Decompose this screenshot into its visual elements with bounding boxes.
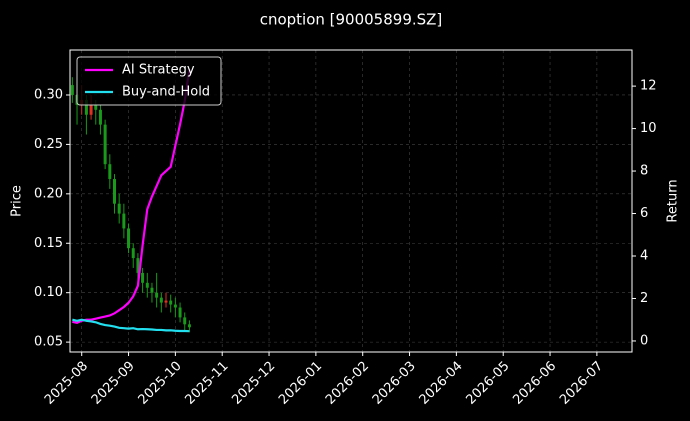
y2-tick-label: 12 xyxy=(640,79,657,94)
candle-body xyxy=(89,104,93,115)
chart-title: cnoption [90005899.SZ] xyxy=(260,11,443,29)
y-tick-label: 0.30 xyxy=(34,87,63,102)
candle-body xyxy=(159,297,163,303)
candle-body xyxy=(127,228,131,249)
y2-axis-label: Return xyxy=(666,179,681,222)
y-tick-label: 0.05 xyxy=(34,335,63,350)
candle-body xyxy=(108,164,112,180)
legend-label: Buy-and-Hold xyxy=(122,85,210,100)
candle-body xyxy=(150,287,154,293)
y2-tick-label: 2 xyxy=(640,291,648,306)
candle-body xyxy=(187,324,191,328)
y-tick-label: 0.25 xyxy=(34,137,63,152)
candle-body xyxy=(178,307,182,318)
candle-body xyxy=(136,258,140,273)
y2-tick-label: 8 xyxy=(640,164,648,179)
y2-tick-label: 4 xyxy=(640,249,648,264)
y-tick-label: 0.20 xyxy=(34,186,63,201)
candle-body xyxy=(112,179,116,204)
plot-area xyxy=(70,68,191,333)
candle-body xyxy=(183,317,187,325)
candle-body xyxy=(70,85,74,95)
candle-body xyxy=(141,272,145,283)
candle-body xyxy=(145,282,149,288)
plot-frame xyxy=(69,49,633,353)
candle-body xyxy=(164,300,168,303)
y-axis-label: Price xyxy=(10,185,25,217)
candle-body xyxy=(173,304,177,308)
y-tick-label: 0.15 xyxy=(34,236,63,251)
candle-body xyxy=(98,109,102,125)
legend-label: AI Strategy xyxy=(122,63,195,78)
y2-tick-label: 0 xyxy=(640,333,648,348)
candle-body xyxy=(122,213,126,229)
candle-body xyxy=(131,248,135,259)
candle-body xyxy=(84,99,88,115)
y-tick-label: 0.10 xyxy=(34,285,63,300)
candle-body xyxy=(169,300,173,305)
candle-body xyxy=(155,292,159,298)
candle-body xyxy=(94,104,98,110)
y2-tick-label: 10 xyxy=(640,121,657,136)
candle-body xyxy=(117,203,121,214)
candle-body xyxy=(103,124,107,165)
series-line xyxy=(72,68,191,325)
series-line xyxy=(72,318,190,333)
y2-tick-label: 6 xyxy=(640,206,648,221)
